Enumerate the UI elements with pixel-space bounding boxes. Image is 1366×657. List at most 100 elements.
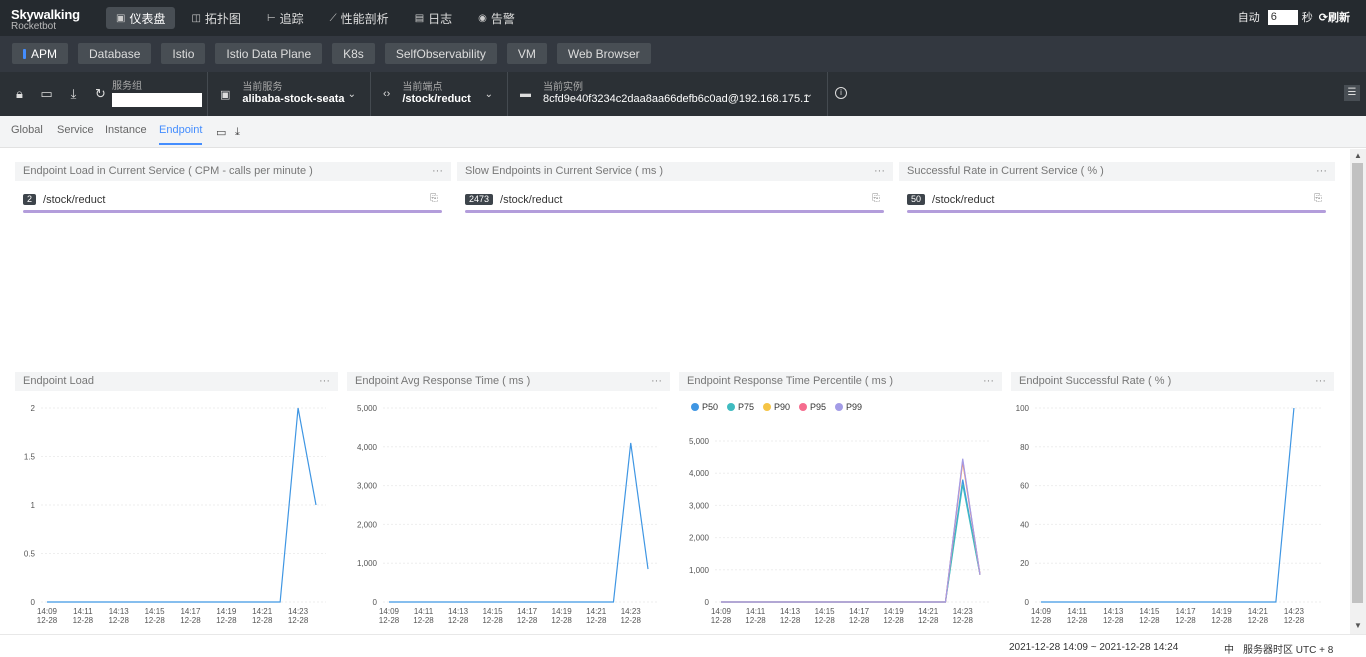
- line-chart: 02040608010014:0912-2814:1112-2814:1312-…: [1016, 404, 1322, 625]
- more-icon[interactable]: ···: [1315, 375, 1326, 387]
- x-tick-label: 14:19: [884, 607, 905, 616]
- nav-item-4[interactable]: ▤ 日志: [405, 7, 462, 29]
- tab-label: Istio Data Plane: [226, 46, 312, 61]
- download-icon[interactable]: ⤓: [70, 86, 77, 101]
- y-tick-label: 5,000: [357, 404, 378, 413]
- chevron-down-icon: ⌄: [804, 89, 813, 100]
- scroll-up-icon[interactable]: ▲: [1354, 151, 1362, 160]
- scroll-down-icon[interactable]: ▼: [1354, 621, 1362, 630]
- nav-item-3[interactable]: ⟋ 性能剖析: [320, 7, 399, 29]
- endpoint-value: /stock/reduct: [402, 93, 471, 105]
- more-icon[interactable]: ···: [1316, 165, 1327, 177]
- tab-7[interactable]: Web Browser: [556, 43, 651, 64]
- chart-title: Endpoint Response Time Percentile ( ms ): [687, 375, 894, 387]
- nav-item-5[interactable]: ◉ 告警: [468, 7, 525, 29]
- panel-header: Slow Endpoints in Current Service ( ms )…: [457, 162, 893, 181]
- endpoint-list-item[interactable]: 2/stock/reduct: [23, 192, 105, 207]
- x-tick-label: 12-28: [108, 616, 129, 625]
- series-line: [721, 484, 981, 603]
- x-tick-label: 12-28: [1139, 616, 1160, 625]
- more-icon[interactable]: ···: [651, 375, 662, 387]
- x-tick-label: 14:13: [448, 607, 469, 616]
- tab-service[interactable]: Service: [57, 124, 94, 136]
- chart-header: Endpoint Response Time Percentile ( ms )…: [679, 372, 1002, 391]
- download-icon[interactable]: ⤓: [235, 126, 240, 138]
- more-icon[interactable]: ···: [983, 375, 994, 387]
- folder-icon[interactable]: ▭: [40, 86, 53, 101]
- clipboard-icon[interactable]: ⎘: [872, 193, 880, 204]
- dashboard-sub-tabs: Global Service Instance Endpoint ▭ ⤓: [0, 116, 1366, 148]
- app-name: Skywalking: [11, 7, 80, 22]
- value-bar: [907, 210, 1326, 213]
- lock-icon[interactable]: 🔒︎: [16, 86, 23, 101]
- tab-instance[interactable]: Instance: [105, 124, 147, 136]
- more-icon[interactable]: ···: [874, 165, 885, 177]
- scrollbar[interactable]: ▲ ▼: [1350, 149, 1366, 634]
- tab-5[interactable]: SelfObservability: [384, 43, 497, 64]
- endpoint-list-item[interactable]: 50/stock/reduct: [907, 192, 994, 207]
- folder-icon[interactable]: ▭: [216, 127, 227, 139]
- nav-item-label: 拓扑图: [204, 11, 241, 26]
- chart-header: Endpoint Load ···: [15, 372, 338, 391]
- selector-toolbar: 🔒︎ ▭ ⤓ ↻ 服务组 ▣ 当前服务 alibaba-stock-seata …: [0, 72, 1366, 116]
- scrollbar-thumb[interactable]: [1352, 163, 1363, 603]
- series-line: [1041, 407, 1295, 603]
- interval-unit: 秒: [1301, 12, 1313, 24]
- tab-3[interactable]: Istio Data Plane: [215, 43, 323, 64]
- endpoint-list-item[interactable]: 2473/stock/reduct: [465, 192, 562, 207]
- panel-title: Successful Rate in Current Service ( % ): [907, 165, 1104, 177]
- instance-label: 当前实例: [543, 82, 583, 93]
- info-icon[interactable]: i: [835, 87, 847, 99]
- auto-refresh-label[interactable]: 自动: [1237, 12, 1260, 24]
- refresh-icon: ⟳: [1318, 12, 1328, 24]
- tab-global[interactable]: Global: [11, 124, 43, 136]
- line-chart: 01,0002,0003,0004,0005,00014:0912-2814:1…: [357, 404, 658, 625]
- tab-0[interactable]: APM: [12, 43, 69, 64]
- x-tick-label: 12-28: [1284, 616, 1305, 625]
- nav-item-2[interactable]: ⊢ 追踪: [257, 7, 314, 29]
- refresh-button[interactable]: ⟳刷新: [1319, 9, 1350, 25]
- x-tick-label: 12-28: [517, 616, 538, 625]
- service-selector[interactable]: ▣ 当前服务 alibaba-stock-seata ⌄: [207, 72, 370, 116]
- value-bar: [23, 210, 442, 213]
- reload-icon[interactable]: ↻: [95, 86, 106, 101]
- nav-item-0[interactable]: ▣ 仪表盘: [106, 7, 176, 29]
- legend-label: P90: [774, 402, 790, 412]
- dashboard-tab-bar: APM Database Istio Istio Data Plane K8s SelfO…: [0, 36, 1366, 72]
- sidebar-toggle-icon[interactable]: ☰: [1344, 85, 1360, 101]
- nav-item-label: 性能剖析: [340, 11, 389, 26]
- language-toggle[interactable]: 中: [1224, 645, 1234, 656]
- x-tick-label: 12-28: [849, 616, 870, 625]
- tab-endpoint[interactable]: Endpoint: [159, 124, 203, 145]
- x-tick-label: 12-28: [252, 616, 273, 625]
- nav-item-1[interactable]: ◫ 拓扑图: [181, 7, 250, 29]
- clipboard-icon[interactable]: ⎘: [430, 193, 438, 204]
- panel-title: Slow Endpoints in Current Service ( ms ): [465, 165, 664, 177]
- x-tick-label: 12-28: [1031, 616, 1052, 625]
- x-tick-label: 12-28: [1248, 616, 1269, 625]
- x-tick-label: 12-28: [551, 616, 572, 625]
- x-tick-label: 14:17: [849, 607, 870, 616]
- endpoint-selector[interactable]: ‹› 当前端点 /stock/reduct ⌄: [370, 72, 507, 116]
- footer: 2021-12-28 14:09 ~ 2021-12-28 14:24 中 服务…: [0, 634, 1366, 657]
- x-tick-label: 12-28: [586, 616, 607, 625]
- more-icon[interactable]: ···: [432, 165, 443, 177]
- time-range[interactable]: 2021-12-28 14:09 ~ 2021-12-28 14:24: [1009, 642, 1179, 653]
- tab-2[interactable]: Istio: [161, 43, 206, 64]
- chevron-down-icon: ⌄: [347, 89, 356, 100]
- more-icon[interactable]: ···: [319, 375, 330, 387]
- tab-1[interactable]: Database: [78, 43, 152, 64]
- tab-6[interactable]: VM: [506, 43, 547, 64]
- service-group-input[interactable]: [112, 93, 202, 107]
- clipboard-icon[interactable]: ⎘: [1314, 193, 1322, 204]
- refresh-interval-input[interactable]: 6: [1267, 9, 1298, 25]
- tab-4[interactable]: K8s: [332, 43, 375, 64]
- value-badge: 2: [23, 194, 37, 205]
- x-tick-label: 12-28: [180, 616, 201, 625]
- instance-value: 8cfd9e40f3234c2daa8aa66defb6c0ad@192.168…: [543, 93, 810, 105]
- y-tick-label: 1.5: [24, 453, 36, 462]
- x-tick-label: 12-28: [814, 616, 835, 625]
- instance-selector[interactable]: ▬ 当前实例 8cfd9e40f3234c2daa8aa66defb6c0ad@…: [507, 72, 827, 116]
- x-tick-label: 14:11: [746, 607, 766, 616]
- legend-marker: [727, 403, 735, 411]
